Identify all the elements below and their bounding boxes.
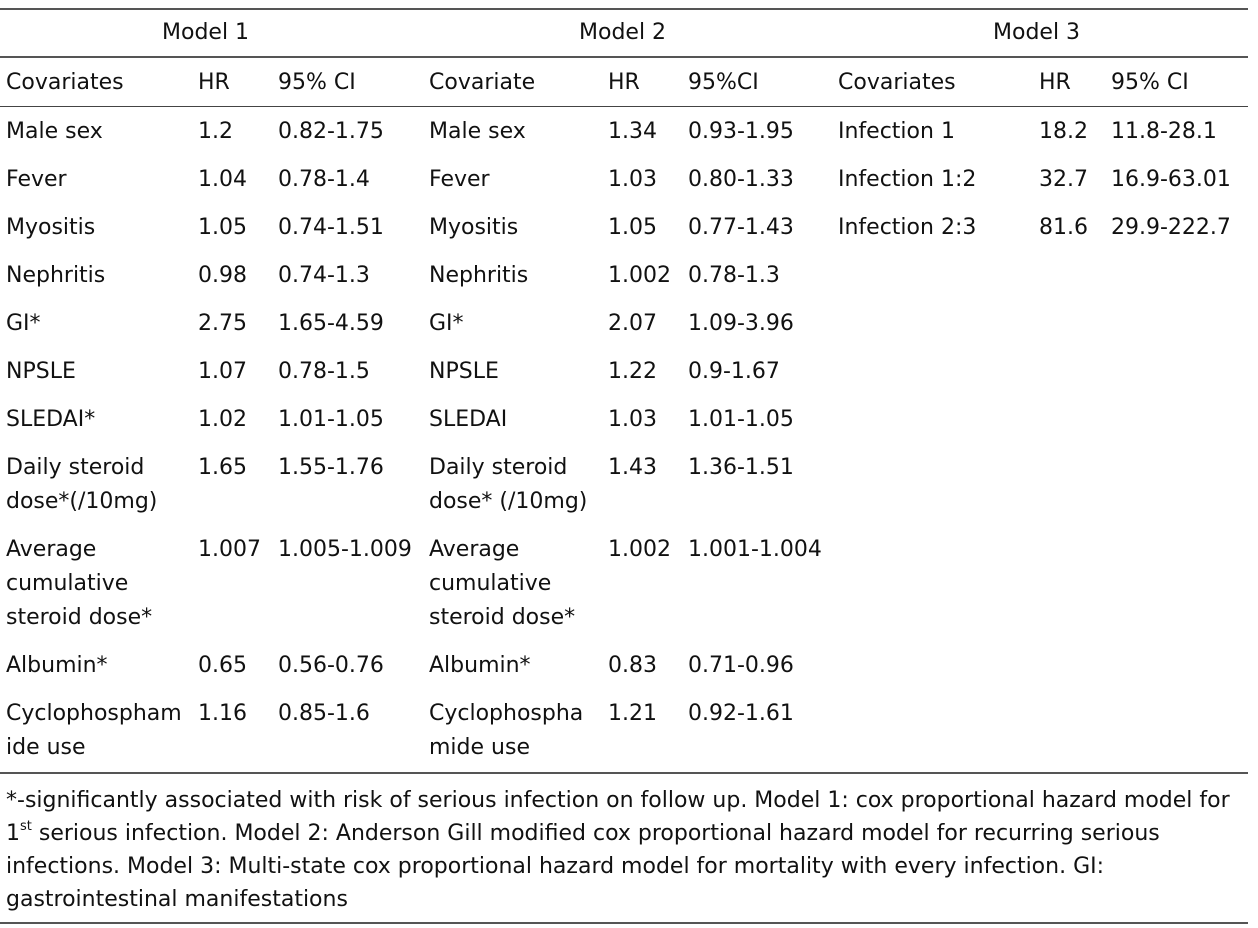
model-1-hr-cell: 1.07 (198, 359, 247, 384)
model-1-ci-cell: 0.85-1.6 (278, 701, 370, 726)
model-2-covariate-cell: Cyclophospha mide use (429, 701, 584, 760)
model-3-ci-cell: 11.8-28.1 (1111, 119, 1217, 144)
model-2-covariate-cell: Average cumulative steroid dose* (429, 537, 576, 630)
model-3-header-hr: HR (1039, 70, 1071, 95)
model-3-hr-cell: 81.6 (1039, 215, 1088, 240)
model-2-ci-cell: 0.71-0.96 (688, 653, 794, 678)
model-3-title: Model 3 (993, 20, 1081, 45)
model-2-ci-cell: 1.36-1.51 (688, 455, 794, 480)
bottom-rule (0, 922, 1248, 924)
model-2-ci-cell: 0.77-1.43 (688, 215, 794, 240)
model-1-title: Model 1 (162, 20, 250, 45)
model-3-ci-cell: 29.9-222.7 (1111, 215, 1231, 240)
model-2-ci-cell: 0.80-1.33 (688, 167, 794, 192)
model-2-covariate-cell: Albumin* (429, 653, 531, 678)
model-2-header-rule (420, 106, 830, 107)
model-1-hr-cell: 1.04 (198, 167, 247, 192)
model-1-covariate-cell: Daily steroid dose*(/10mg) (6, 455, 158, 514)
model-3-header-covariate: Covariates (838, 70, 956, 95)
model-1-ci-cell: 0.78-1.5 (278, 359, 370, 384)
model-2-header-ci: 95%CI (688, 70, 759, 95)
model-1-ci-cell: 0.78-1.4 (278, 167, 370, 192)
model-2-ci-cell: 1.09-3.96 (688, 311, 794, 336)
model-2-hr-cell: 2.07 (608, 311, 657, 336)
model-1-covariate-cell: NPSLE (6, 359, 76, 384)
top-rule (0, 8, 1248, 10)
model-2-covariate-cell: GI* (429, 311, 464, 336)
model-3-covariate-cell: Infection 2:3 (838, 215, 977, 240)
model-1-covariate-cell: Fever (6, 167, 67, 192)
model-1-covariate-cell: SLEDAI* (6, 407, 96, 432)
model-2-hr-cell: 1.002 (608, 537, 671, 562)
model-1-covariate-cell: Cyclophospham ide use (6, 701, 182, 760)
model-1-ci-cell: 1.65-4.59 (278, 311, 384, 336)
footnote-superscript: st (20, 819, 32, 834)
model-2-ci-cell: 0.9-1.67 (688, 359, 780, 384)
model-2-hr-cell: 1.05 (608, 215, 657, 240)
model-2-ci-cell: 0.78-1.3 (688, 263, 780, 288)
model-1-ci-cell: 1.01-1.05 (278, 407, 384, 432)
model-1-ci-cell: 0.74-1.3 (278, 263, 370, 288)
model-2-hr-cell: 1.34 (608, 119, 657, 144)
model-1-header-rule (0, 106, 420, 107)
model-2-hr-cell: 1.43 (608, 455, 657, 480)
model-3-hr-cell: 32.7 (1039, 167, 1088, 192)
model-2-covariate-cell: SLEDAI (429, 407, 508, 432)
model-1-covariate-cell: Albumin* (6, 653, 108, 678)
model-3-ci-cell: 16.9-63.01 (1111, 167, 1231, 192)
model-3-header-ci: 95% CI (1111, 70, 1189, 95)
table-footnote: *-significantly associated with risk of … (6, 784, 1246, 916)
model-3-header-rule (830, 106, 1248, 107)
model-2-ci-cell: 0.93-1.95 (688, 119, 794, 144)
model-1-covariate-cell: Nephritis (6, 263, 106, 288)
model-2-covariate-cell: Nephritis (429, 263, 529, 288)
model-1-ci-cell: 0.82-1.75 (278, 119, 384, 144)
model-1-hr-cell: 1.2 (198, 119, 233, 144)
model-2-covariate-cell: NPSLE (429, 359, 499, 384)
model-1-header-ci: 95% CI (278, 70, 356, 95)
model-1-ci-cell: 0.74-1.51 (278, 215, 384, 240)
title-rule (0, 56, 1248, 58)
model-1-hr-cell: 1.05 (198, 215, 247, 240)
model-1-hr-cell: 2.75 (198, 311, 247, 336)
model-2-hr-cell: 1.03 (608, 407, 657, 432)
model-2-title: Model 2 (579, 20, 667, 45)
model-2-ci-cell: 1.01-1.05 (688, 407, 794, 432)
model-2-hr-cell: 1.22 (608, 359, 657, 384)
model-1-covariate-cell: Male sex (6, 119, 103, 144)
model-2-header-covariate: Covariate (429, 70, 536, 95)
model-3-covariate-cell: Infection 1:2 (838, 167, 977, 192)
model-2-hr-cell: 1.002 (608, 263, 671, 288)
model-2-header-hr: HR (608, 70, 640, 95)
footnote-rule (0, 772, 1248, 774)
model-2-hr-cell: 0.83 (608, 653, 657, 678)
model-3-hr-cell: 18.2 (1039, 119, 1088, 144)
model-2-covariate-cell: Myositis (429, 215, 519, 240)
model-2-covariate-cell: Male sex (429, 119, 526, 144)
model-3-covariate-cell: Infection 1 (838, 119, 955, 144)
model-1-ci-cell: 1.005-1.009 (278, 537, 412, 562)
model-1-hr-cell: 0.65 (198, 653, 247, 678)
footnote-text-start: *-significantly associated with risk of … (6, 788, 1230, 846)
model-2-covariate-cell: Daily steroid dose* (/10mg) (429, 455, 588, 514)
model-1-ci-cell: 1.55-1.76 (278, 455, 384, 480)
model-2-ci-cell: 1.001-1.004 (688, 537, 822, 562)
model-1-hr-cell: 1.02 (198, 407, 247, 432)
model-2-hr-cell: 1.03 (608, 167, 657, 192)
model-2-hr-cell: 1.21 (608, 701, 657, 726)
model-2-covariate-cell: Fever (429, 167, 490, 192)
model-1-ci-cell: 0.56-0.76 (278, 653, 384, 678)
model-1-hr-cell: 1.007 (198, 537, 261, 562)
model-1-header-hr: HR (198, 70, 230, 95)
model-2-ci-cell: 0.92-1.61 (688, 701, 794, 726)
model-1-hr-cell: 1.65 (198, 455, 247, 480)
model-1-covariate-cell: Average cumulative steroid dose* (6, 537, 153, 630)
footnote-text-end: serious infection. Model 2: Anderson Gil… (6, 821, 1160, 912)
model-1-hr-cell: 0.98 (198, 263, 247, 288)
model-1-covariate-cell: GI* (6, 311, 41, 336)
model-1-covariate-cell: Myositis (6, 215, 96, 240)
model-1-header-covariate: Covariates (6, 70, 124, 95)
model-1-hr-cell: 1.16 (198, 701, 247, 726)
